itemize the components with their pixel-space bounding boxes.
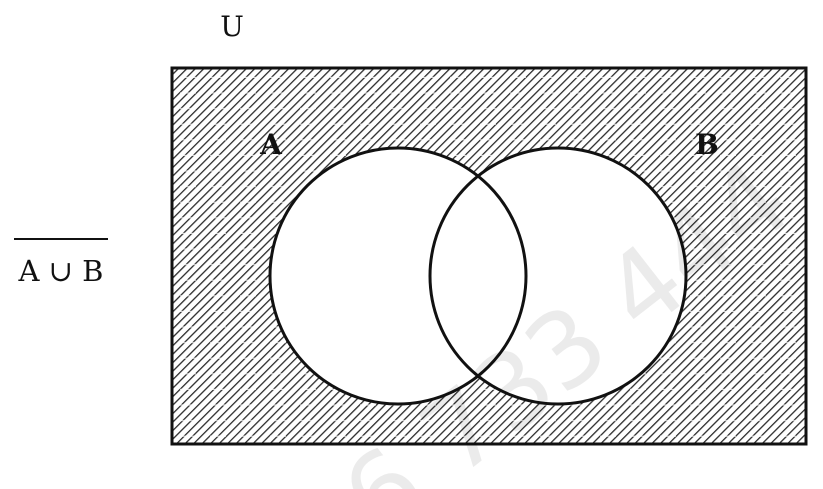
shaded-complement-region: [172, 68, 806, 444]
set-b-circle: [428, 146, 688, 406]
expression-label: A ∪ B: [18, 254, 104, 288]
universe-label: U: [220, 10, 244, 43]
universe-rectangle: [170, 66, 808, 446]
set-a-label: A: [259, 128, 283, 161]
set-a-circle: [268, 146, 528, 406]
set-b-label: B: [695, 128, 719, 161]
